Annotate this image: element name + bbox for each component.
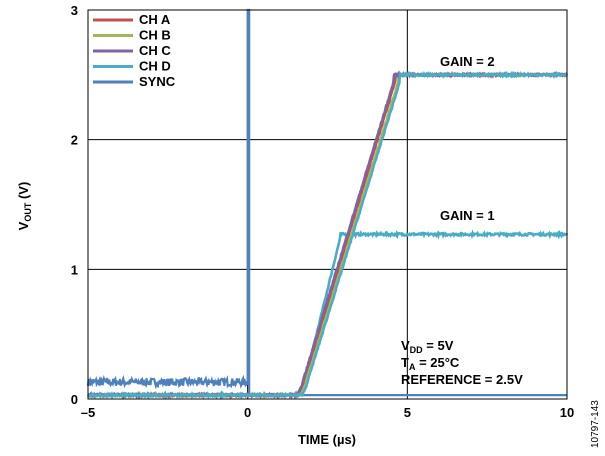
y-axis-label-main: V	[16, 221, 31, 230]
legend-label: CH C	[139, 43, 171, 58]
annotation-vdd-main: V	[401, 338, 410, 353]
annotation-gain-1: GAIN = 1	[440, 208, 495, 223]
legend-background	[90, 12, 195, 94]
x-tick-label: –5	[81, 405, 95, 420]
x-tick-label: 10	[560, 405, 574, 420]
legend-label: CH B	[139, 28, 171, 43]
plot-frame	[87, 9, 568, 400]
trace-layer	[86, 8, 569, 401]
legend-label: SYNC	[139, 74, 176, 89]
x-tick-label: 0	[244, 405, 251, 420]
x-axis-label: TIME (µs)	[298, 432, 356, 447]
trace-ch-d	[87, 70, 569, 400]
y-axis-label-sub: OUT	[23, 202, 33, 222]
annotation-ta: TA = 25°C	[401, 355, 460, 372]
annotation-vdd-sub: DD	[410, 345, 423, 355]
annotation-gain-2: GAIN = 2	[440, 54, 495, 69]
legend-label: CH D	[139, 59, 171, 74]
annotation-vdd: VDD = 5V	[401, 338, 454, 355]
y-tick-label: 1	[71, 262, 78, 277]
annotation-reference: REFERENCE = 2.5V	[401, 372, 523, 387]
y-axis-label-unit: (V)	[16, 182, 31, 203]
y-tick-label: 2	[71, 133, 78, 148]
annotation-ta-value: = 25°C	[415, 355, 459, 370]
y-tick-label: 0	[71, 392, 78, 407]
annotation-ta-sub: A	[409, 362, 416, 372]
annotation-ta-main: T	[401, 355, 409, 370]
x-tick-label: 5	[404, 405, 411, 420]
y-tick-label: 3	[71, 3, 78, 18]
trace-sync	[86, 8, 567, 397]
y-axis-label: VOUT (V)	[16, 182, 33, 231]
figure-id: 10797-143	[590, 400, 601, 448]
legend-label: CH A	[139, 12, 171, 27]
annotation-vdd-value: = 5V	[423, 338, 454, 353]
